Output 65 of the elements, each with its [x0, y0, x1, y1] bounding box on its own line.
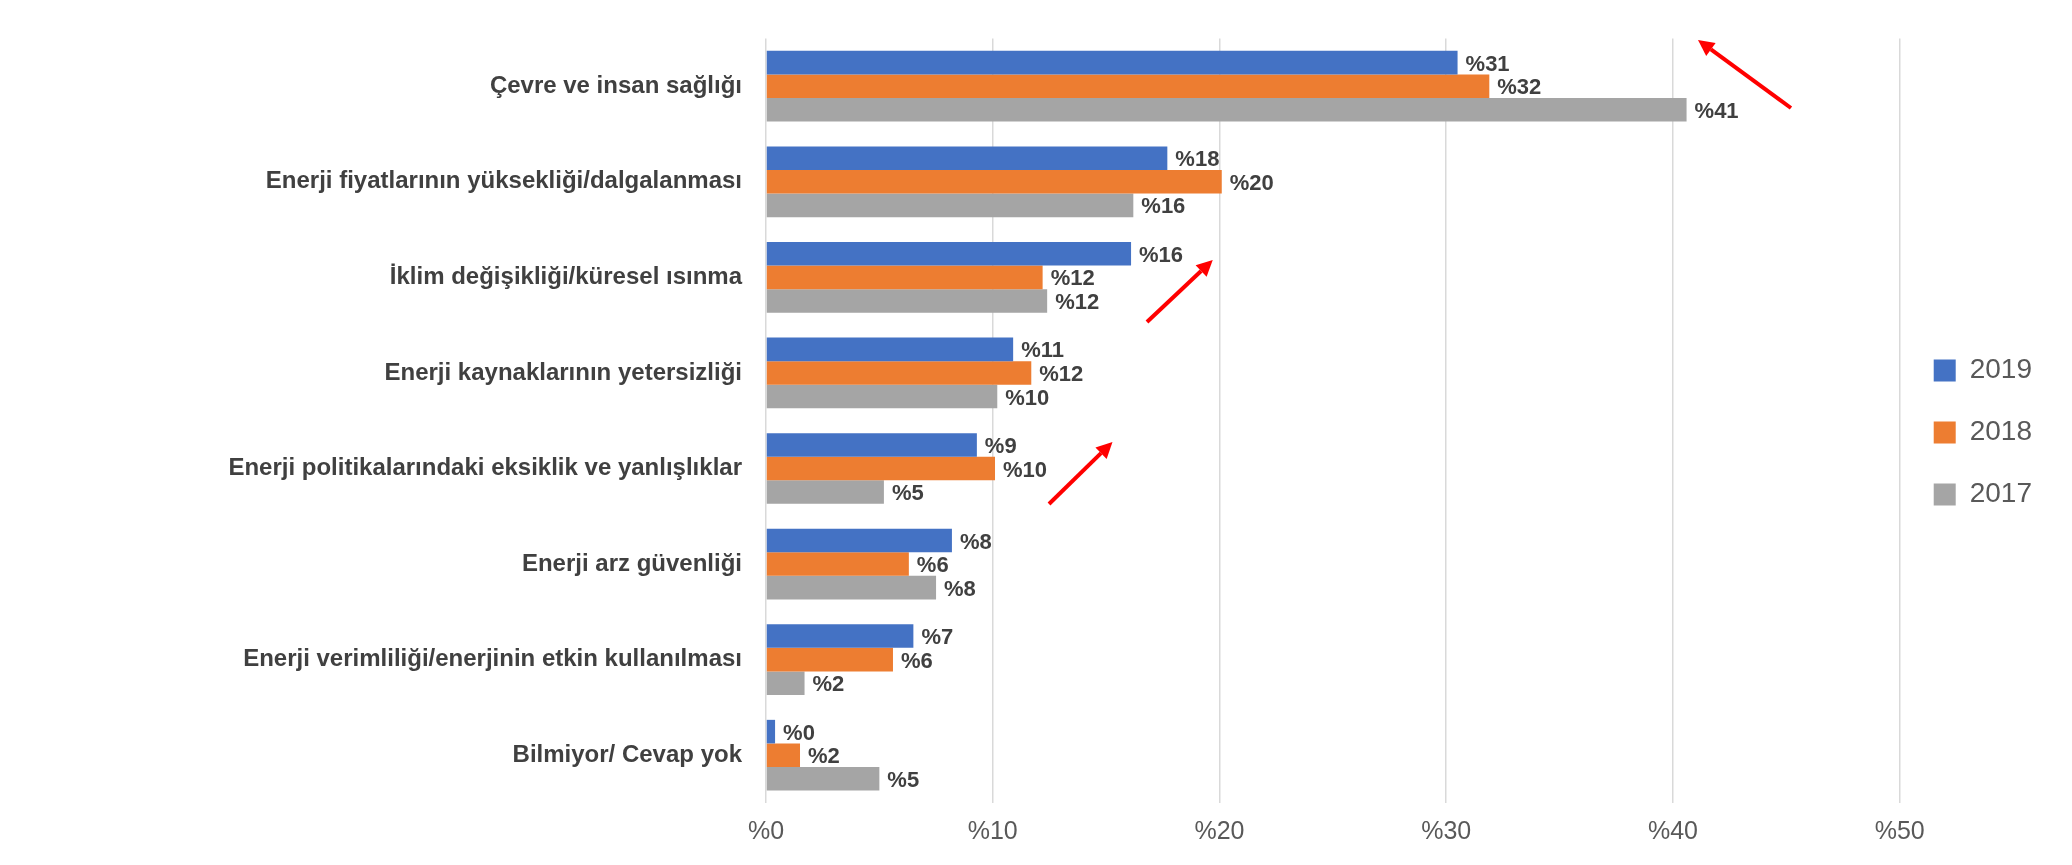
- data-label: %8: [944, 575, 976, 601]
- legend-label: 2018: [1969, 415, 2033, 447]
- bar: [766, 169, 1222, 194]
- bar: [766, 50, 1458, 75]
- y-tick-label: Enerji verimliliği/enerjinin etkin kullanılması: [243, 644, 742, 672]
- y-tick-label: Çevre ve insan sağlığı: [489, 70, 742, 98]
- bar: [766, 624, 914, 648]
- bar: [766, 241, 1132, 266]
- data-label: %6: [900, 647, 933, 673]
- bar: [766, 193, 1134, 218]
- bar: [766, 575, 937, 600]
- data-label: %8: [959, 528, 992, 554]
- y-tick-label: İklim değişikliği/küresel ısınma: [389, 261, 743, 289]
- bar: [766, 289, 1048, 313]
- x-tick-label: %40: [1647, 815, 1698, 844]
- data-label: %20: [1229, 169, 1274, 195]
- bar: [766, 552, 909, 576]
- bar: [766, 456, 996, 481]
- data-label: %7: [921, 624, 954, 650]
- data-label: %2: [812, 671, 845, 697]
- bar: [766, 97, 1687, 122]
- bar: [766, 671, 805, 695]
- data-label: %10: [1005, 384, 1050, 410]
- data-label: %41: [1694, 97, 1739, 123]
- data-label: %5: [887, 766, 920, 792]
- legend-label: 2019: [1969, 353, 2033, 385]
- data-label: %31: [1465, 50, 1510, 76]
- data-label: %16: [1141, 193, 1186, 219]
- bar: [766, 480, 884, 504]
- data-label: %11: [1021, 337, 1064, 363]
- data-label: %10: [1003, 456, 1048, 482]
- bar: [766, 74, 1490, 98]
- data-label: %9: [984, 432, 1017, 458]
- bar: [766, 433, 977, 457]
- data-label: %32: [1497, 74, 1542, 100]
- bar: [766, 719, 776, 744]
- data-label: %2: [808, 743, 840, 769]
- y-tick-label: Enerji politikalarındaki eksiklik ve yanlışlıklar: [228, 453, 742, 481]
- bar: [766, 528, 952, 553]
- data-label: %12: [1055, 288, 1100, 314]
- bar: [766, 265, 1043, 290]
- y-tick-label: Enerji fiyatlarının yüksekliği/dalgalanması: [265, 166, 742, 194]
- y-tick-label: Bilmiyor/ Cevap yok: [512, 739, 743, 767]
- legend-label: 2017: [1969, 477, 2033, 509]
- data-label: %18: [1175, 146, 1220, 172]
- x-tick-label: %20: [1194, 815, 1245, 844]
- y-tick-label: Enerji arz güvenliği: [521, 548, 742, 576]
- x-tick-label: %30: [1421, 815, 1472, 844]
- x-tick-label: %50: [1874, 815, 1925, 844]
- bar: [766, 767, 880, 791]
- data-label: %12: [1039, 360, 1084, 386]
- bar: [766, 337, 1014, 362]
- x-tick-label: %0: [747, 815, 785, 844]
- data-label: %16: [1139, 241, 1184, 267]
- y-tick-label: Enerji kaynaklarının yetersizliği: [384, 357, 742, 385]
- x-tick-label: %10: [967, 815, 1018, 844]
- bar: [766, 647, 893, 672]
- data-label: %5: [891, 480, 924, 506]
- bar: [766, 743, 801, 767]
- bar: [766, 361, 1032, 385]
- data-label: %0: [783, 719, 815, 745]
- bar: [766, 146, 1168, 170]
- bar: [766, 384, 998, 409]
- data-label: %6: [916, 552, 949, 578]
- data-label: %12: [1050, 265, 1095, 291]
